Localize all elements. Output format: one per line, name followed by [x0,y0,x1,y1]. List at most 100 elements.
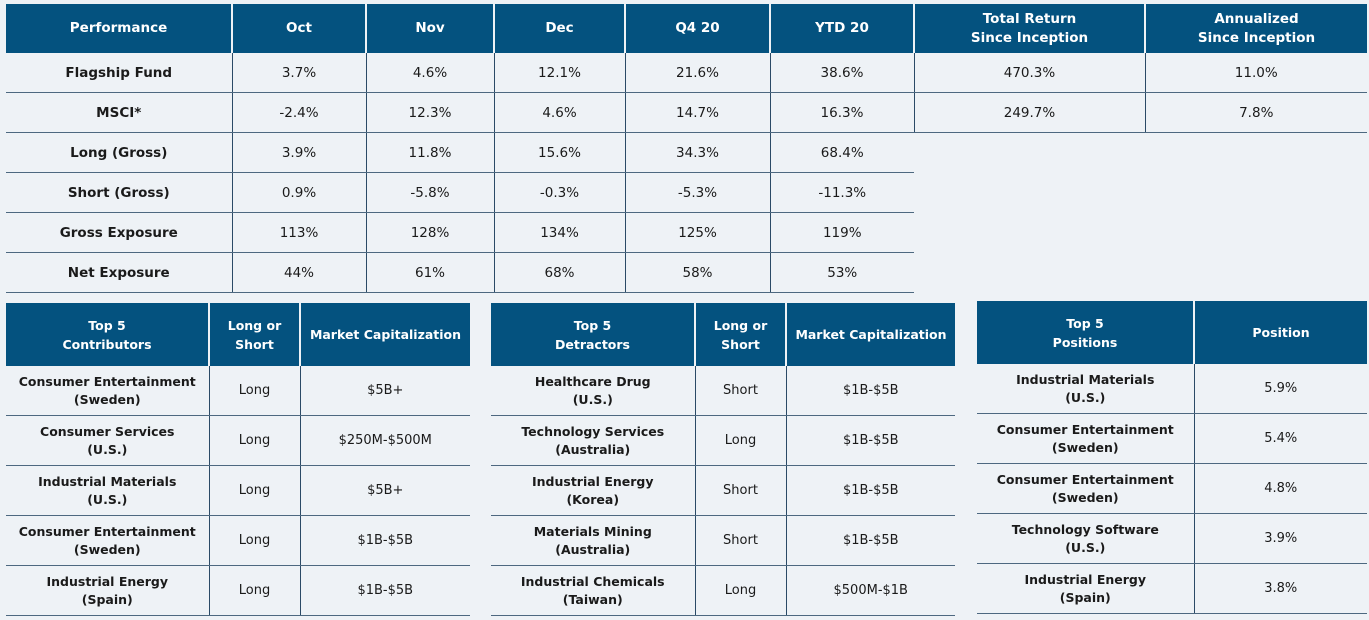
column-header: Top 5 Positions [977,301,1194,364]
table-cell: $1B-$5B [785,465,955,516]
top-contributors-table: Top 5 Contributors Long or Short Market Capi… [6,303,470,616]
table-row: Healthcare Drug (U.S.) Short $1B-$5B [491,366,955,416]
table-cell: 38.6% [769,53,914,93]
table-cell: Long [694,565,786,616]
table-cell: 68% [493,252,625,293]
empty-cell [1145,253,1367,293]
table-cell: Short [694,465,786,516]
table-cell: Long [208,366,300,416]
table-cell: 61% [365,252,494,293]
table-row: Net Exposure 44% 61% 68% 58% 53% [6,252,1367,293]
table-cell: -11.3% [769,172,914,213]
row-label: Industrial Materials (U.S.) [977,364,1194,414]
table-cell: 3.9% [1193,513,1367,564]
empty-cell [1145,133,1367,173]
table-cell: 249.7% [913,92,1145,133]
column-header: Market Capitalization [299,303,470,366]
table-row: Consumer Entertainment (Sweden) 5.4% [977,413,1367,464]
table-cell: 16.3% [769,92,914,133]
table-cell: 34.3% [624,132,770,173]
column-header: Q4 20 [624,4,770,53]
header-row: Top 5 Positions Position [977,301,1367,364]
row-label: Long (Gross) [6,132,232,173]
column-header: Long or Short [694,303,786,366]
row-label: Consumer Services (U.S.) [6,415,209,466]
table-cell: Short [694,515,786,566]
table-row: Consumer Entertainment (Sweden) Long $5B+ [6,366,470,416]
table-cell: Long [694,415,786,466]
table-row: Industrial Materials (U.S.) 5.9% [977,364,1367,414]
table-cell: $5B+ [299,366,470,416]
table-cell: Long [208,565,300,616]
table-cell: 14.7% [624,92,770,133]
table-cell: 0.9% [231,172,366,213]
header-row: Top 5 Contributors Long or Short Market Capi… [6,303,470,366]
table-cell: 11.8% [365,132,494,173]
table-row: Industrial Materials (U.S.) Long $5B+ [6,465,470,516]
table-cell: 4.6% [493,92,625,133]
row-label: Industrial Materials (U.S.) [6,465,209,516]
table-cell: -0.3% [493,172,625,213]
column-header: Market Capitalization [785,303,955,366]
column-header: Oct [231,4,366,53]
table-row: Short (Gross) 0.9% -5.8% -0.3% -5.3% -11.3% [6,172,1367,213]
table-cell: 5.9% [1193,364,1367,414]
row-label: Industrial Energy (Spain) [6,565,209,616]
table-cell: Short [694,366,786,416]
column-header: Annualized Since Inception [1144,4,1367,53]
table-cell: $250M-$500M [299,415,470,466]
table-cell: $1B-$5B [785,515,955,566]
table-row: Gross Exposure 113% 128% 134% 125% 119% [6,212,1367,253]
table-row: Materials Mining (Australia) Short $1B-$5B [491,515,955,566]
table-cell: 11.0% [1144,53,1367,93]
table-cell: 113% [231,212,366,253]
table-cell: $1B-$5B [785,366,955,416]
table-row: Industrial Energy (Spain) 3.8% [977,563,1367,614]
row-label: Industrial Energy (Korea) [491,465,695,516]
table-cell: 12.1% [493,53,625,93]
table-cell: 128% [365,212,494,253]
table-cell: $1B-$5B [785,415,955,466]
table-cell: 15.6% [493,132,625,173]
table-cell: 3.9% [231,132,366,173]
table-cell: 119% [769,212,914,253]
table-row: Technology Software (U.S.) 3.9% [977,513,1367,564]
row-label: Flagship Fund [6,53,232,93]
row-label: Materials Mining (Australia) [491,515,695,566]
header-row: Top 5 Detractors Long or Short Market Capita… [491,303,955,366]
table-cell: $1B-$5B [299,515,470,566]
row-label: Healthcare Drug (U.S.) [491,366,695,416]
table-row: Industrial Chemicals (Taiwan) Long $500M-$1… [491,565,955,616]
table-row: Industrial Energy (Korea) Short $1B-$5B [491,465,955,516]
table-cell: 4.6% [365,53,494,93]
row-label: Net Exposure [6,252,232,293]
row-label: Consumer Entertainment (Sweden) [6,515,209,566]
column-header: Position [1193,301,1367,364]
table-cell: 21.6% [624,53,770,93]
column-header: Performance [6,4,232,53]
row-label: Industrial Energy (Spain) [977,563,1194,614]
table-cell: 4.8% [1193,463,1367,514]
table-cell: $5B+ [299,465,470,516]
row-label: Consumer Entertainment (Sweden) [977,463,1194,514]
table-row: Technology Services (Australia) Long $1B-$5… [491,415,955,466]
row-label: Technology Software (U.S.) [977,513,1194,564]
table-cell: 12.3% [365,92,494,133]
table-row: Long (Gross) 3.9% 11.8% 15.6% 34.3% 68.4% [6,132,1367,173]
row-label: MSCI* [6,92,232,133]
header-row: Performance Oct Nov Dec Q4 20 YTD 20 Total Ret… [6,4,1367,53]
table-cell: -5.3% [624,172,770,213]
table-cell: -2.4% [231,92,366,133]
table-cell: 125% [624,212,770,253]
table-cell: $500M-$1B [785,565,955,616]
table-row: Consumer Entertainment (Sweden) 4.8% [977,463,1367,514]
column-header: YTD 20 [769,4,914,53]
empty-cell [1145,173,1367,213]
table-cell: 3.7% [231,53,366,93]
table-row: MSCI* -2.4% 12.3% 4.6% 14.7% 16.3% 249.7% 7.8% [6,92,1367,133]
table-cell: Long [208,415,300,466]
empty-cell [914,173,1145,213]
empty-cell [1145,213,1367,253]
table-row: Consumer Services (U.S.) Long $250M-$500M [6,415,470,466]
row-label: Technology Services (Australia) [491,415,695,466]
